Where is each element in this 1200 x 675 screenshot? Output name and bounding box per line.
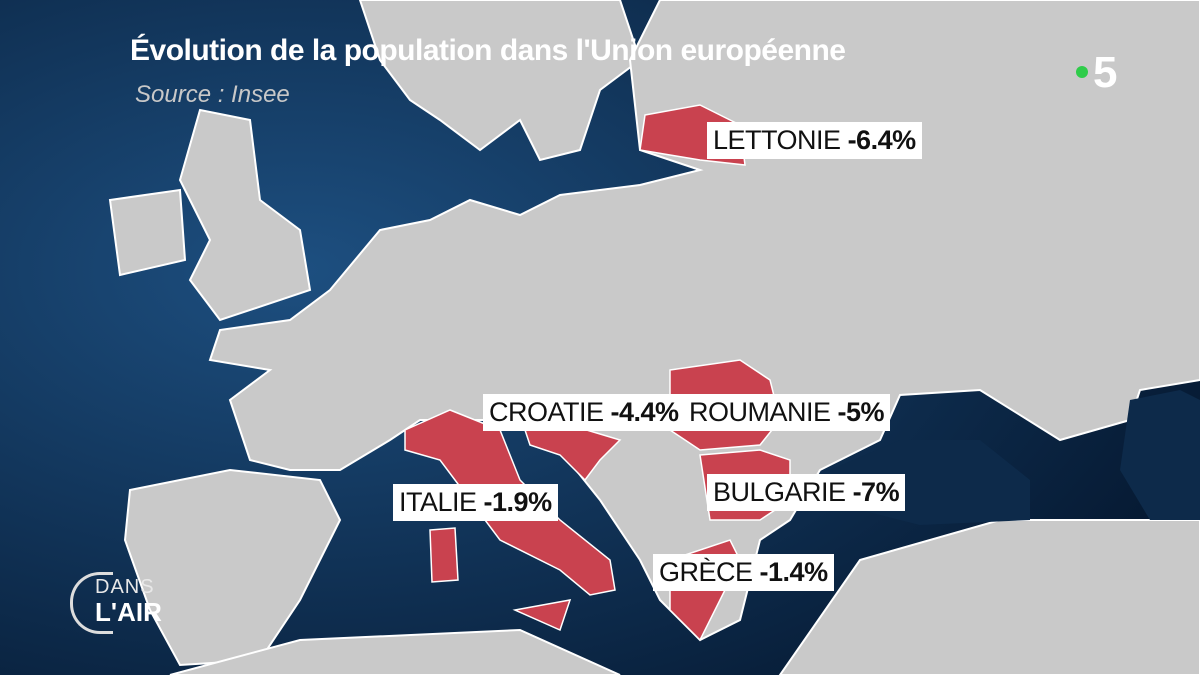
country-change: -1.9% (483, 487, 553, 517)
logo-dot (1076, 66, 1088, 78)
source: Source : Insee (135, 81, 290, 108)
country-change: -1.4% (759, 557, 829, 587)
title: Évolution de la population dans l'Union … (130, 34, 846, 67)
sardinia (429, 527, 459, 583)
country-name: BULGARIE (713, 477, 846, 507)
country-name: ROUMANIE (689, 397, 831, 427)
iberia (123, 468, 342, 667)
channel-logo: 5 (1093, 48, 1118, 97)
show-logo-ring (70, 572, 113, 634)
show-logo-top: DANS (95, 576, 155, 598)
country-change: -5% (837, 397, 885, 427)
country-label: BULGARIE -7% (707, 474, 906, 511)
country-label: ITALIE -1.9% (393, 484, 558, 521)
country-name: GRÈCE (659, 557, 753, 587)
show-logo-bottom: L'AIR (95, 597, 162, 627)
sicily (512, 599, 572, 632)
country-change: -6.4% (847, 125, 917, 155)
country-change: -4.4% (610, 397, 680, 427)
anatolia (778, 519, 1200, 675)
country-name: CROATIE (489, 397, 604, 427)
caspian-sea (1120, 390, 1200, 520)
country-label: LETTONIE -6.4% (707, 122, 922, 159)
country-label: GRÈCE -1.4% (653, 554, 834, 591)
country-label: ROUMANIE -5% (683, 394, 891, 431)
country-change: -7% (852, 477, 900, 507)
country-name: LETTONIE (713, 125, 841, 155)
africa (169, 628, 621, 675)
country-label: CROATIE -4.4% (483, 394, 685, 431)
country-name: ITALIE (399, 487, 477, 517)
great-britain (178, 108, 312, 322)
ireland (108, 188, 187, 277)
